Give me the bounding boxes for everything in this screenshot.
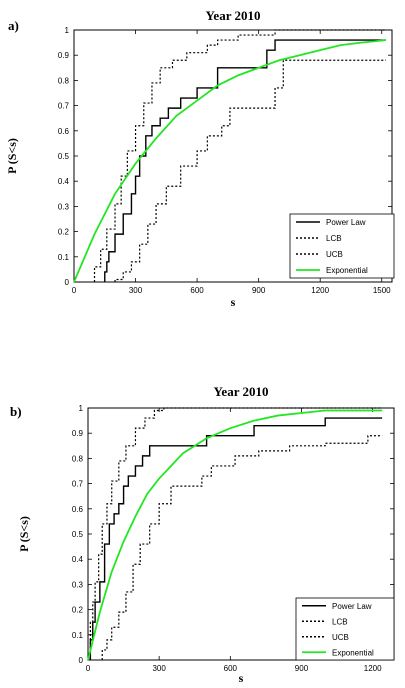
x-tick-label: 900 <box>252 286 266 295</box>
y-tick-label: 0.8 <box>72 454 84 463</box>
y-tick-label: 0.9 <box>58 51 70 60</box>
chart-title: Year 2010 <box>205 8 260 23</box>
y-tick-label: 0.5 <box>58 152 70 161</box>
chart-b-svg: Year 2010 0 300 600 900 1200 0 0.1 0.2 0.3 0.4 0.5 0… <box>17 384 395 685</box>
legend-entry: UCB <box>332 633 349 642</box>
y-tick-label: 0.7 <box>72 480 84 489</box>
legend-entry: LCB <box>332 617 348 626</box>
legend-entry: UCB <box>326 250 343 259</box>
series-lcb <box>101 435 383 660</box>
y-tick-label: 0 <box>65 278 70 287</box>
x-tick-label: 600 <box>224 664 238 673</box>
chart-a-svg: Year 2010 0 300 600 900 1200 1500 0 0.1 0.2 0.3 0.4… <box>5 8 395 309</box>
x-tick-label: 1500 <box>373 286 391 295</box>
series-ucb <box>93 29 386 282</box>
legend-entry: Power Law <box>332 602 372 611</box>
legend-entry: Power Law <box>326 218 366 227</box>
y-tick-label: 0.9 <box>72 429 84 438</box>
y-tick-label: 0.1 <box>58 253 70 262</box>
y-tick-label: 0.2 <box>72 606 84 615</box>
y-tick-label: 0.6 <box>58 127 70 136</box>
y-axis-label: P (S<s) <box>17 516 31 552</box>
x-tick-label: 1200 <box>364 664 382 673</box>
y-tick-label: 0.1 <box>72 631 84 640</box>
y-tick-label: 0.3 <box>72 580 84 589</box>
y-tick-label: 0.8 <box>58 76 70 85</box>
x-tick-label: 600 <box>190 286 204 295</box>
series-exponential <box>73 39 386 283</box>
panel-letter: b) <box>10 404 22 419</box>
series-power-law <box>104 39 386 282</box>
x-axis-label: s <box>231 295 236 309</box>
series-ucb <box>89 407 383 660</box>
legend-box <box>295 597 395 661</box>
y-tick-label: 1 <box>79 404 84 413</box>
x-tick-label: 0 <box>86 664 91 673</box>
legend-entry: Exponential <box>332 648 374 657</box>
x-tick-label: 300 <box>152 664 166 673</box>
x-tick-label: 1200 <box>311 286 329 295</box>
x-tick-label: 0 <box>72 286 77 295</box>
y-tick-label: 1 <box>65 26 70 35</box>
y-tick-label: 0.3 <box>58 202 70 211</box>
series-lcb <box>114 59 386 282</box>
y-tick-label: 0.7 <box>58 102 70 111</box>
x-tick-label: 900 <box>295 664 309 673</box>
y-tick-label: 0.2 <box>58 228 70 237</box>
chart-panel-a: a) Year 2010 0 300 600 900 1200 1500 0 0.1 0.2 0.3… <box>0 0 405 320</box>
y-tick-label: 0.4 <box>58 177 70 186</box>
y-axis-label: P (S<s) <box>5 138 19 174</box>
legend-box <box>289 213 395 279</box>
y-tick-label: 0 <box>79 656 84 665</box>
x-tick-label: 300 <box>129 286 143 295</box>
legend-entry: LCB <box>326 234 342 243</box>
chart-panel-b: b) Year 2010 0 300 600 900 1200 0 0.1 0.2 0.3 0.4 0… <box>0 370 405 688</box>
legend-entry: Exponential <box>326 266 368 275</box>
series-exponential <box>87 409 383 661</box>
chart-title: Year 2010 <box>213 384 268 399</box>
x-axis-label: s <box>239 671 244 685</box>
y-tick-label: 0.5 <box>72 530 84 539</box>
panel-letter: a) <box>8 18 19 33</box>
y-tick-label: 0.4 <box>72 555 84 564</box>
y-tick-label: 0.6 <box>72 505 84 514</box>
